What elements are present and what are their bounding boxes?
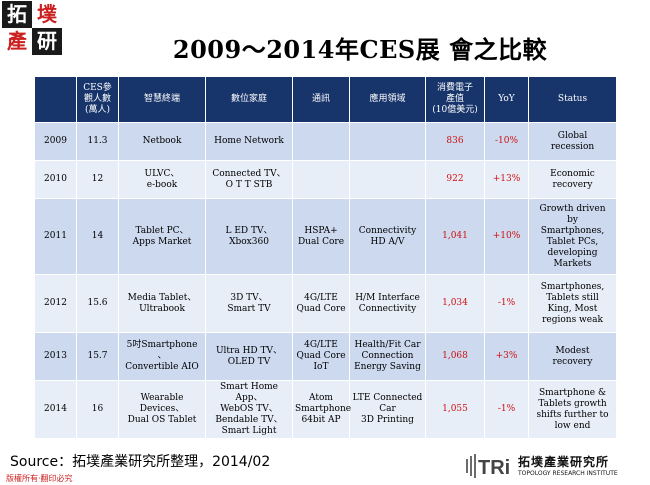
cell-attendance: 11.3	[76, 122, 119, 161]
header-year	[34, 76, 77, 123]
table-row: 2010 12 ULVC、 e-book Connected TV、 O T T…	[34, 160, 617, 199]
cell-year: 2012	[34, 274, 77, 333]
cell-communications: 4G/LTE Quad Core	[292, 274, 350, 333]
cell-yoy: +3%	[484, 332, 529, 381]
cell-attendance: 12	[76, 160, 119, 199]
cell-applications: LTE Connected Car 3D Printing	[349, 380, 426, 439]
copyright-note: 版權所有‧翻印必究	[6, 474, 73, 483]
cell-communications: Atom Smartphone 64bit AP	[292, 380, 351, 439]
cell-yoy: -1%	[484, 274, 529, 333]
cell-smart-devices: Media Tablet、 Ultrabook	[118, 274, 206, 333]
cell-applications: Connectivity HD A/V	[349, 198, 426, 275]
cell-smart-devices: Netbook	[118, 122, 206, 161]
header-yoy: YoY	[484, 76, 529, 123]
cell-applications: H/M Interface Connectivity	[349, 274, 426, 333]
cell-attendance: 15.7	[76, 332, 119, 381]
brand-name: 拓墣產業研究所	[518, 455, 610, 469]
cell-yoy: +13%	[484, 160, 529, 199]
cell-ce-value: 836	[425, 122, 485, 161]
cell-ce-value: 1,068	[425, 332, 485, 381]
cell-attendance: 14	[76, 198, 119, 275]
header-ce-value: 消費電子 產值 (10億美元)	[425, 76, 485, 123]
cell-smart-devices: 5吋Smartphone 、 Convertible AIO	[118, 332, 206, 381]
cell-smart-devices: Wearable Devices、 Dual OS Tablet	[118, 380, 206, 439]
cell-ce-value: 1,034	[425, 274, 485, 333]
cell-smart-devices: Tablet PC、 Apps Market	[118, 198, 206, 275]
table-row: 2014 16 Wearable Devices、 Dual OS Tablet…	[34, 380, 617, 439]
cell-digital-home: Home Network	[205, 122, 293, 161]
cell-status: Global recession	[528, 122, 617, 161]
cell-smart-devices: ULVC、 e-book	[118, 160, 206, 199]
source-note: Source：拓墣產業研究所整理，2014/02	[10, 454, 271, 470]
cell-digital-home: Ultra HD TV、 OLED TV	[205, 332, 293, 381]
topology-logo: 拓 墣 產 研	[0, 0, 64, 56]
cell-communications	[292, 122, 350, 161]
cell-status: Growth driven by Smartphones, Tablet PCs…	[528, 198, 617, 275]
cell-yoy: +10%	[484, 198, 529, 275]
cell-status: Economic recovery	[528, 160, 617, 199]
header-digital-home: 數位家庭	[205, 76, 293, 123]
logo-char-2: 墣	[32, 1, 62, 28]
ces-comparison-table: CES參 觀人數 (萬人) 智慧終端 數位家庭 通訊 應用領域 消費電子 產值 …	[34, 76, 617, 439]
header-applications: 應用領域	[349, 76, 426, 123]
table-header-row: CES參 觀人數 (萬人) 智慧終端 數位家庭 通訊 應用領域 消費電子 產值 …	[34, 76, 617, 123]
cell-yoy: -1%	[484, 380, 529, 439]
cell-attendance: 16	[76, 380, 119, 439]
cell-communications	[292, 160, 350, 199]
header-status: Status	[528, 76, 617, 123]
table-row: 2012 15.6 Media Tablet、 Ultrabook 3D TV、…	[34, 274, 617, 333]
cell-communications: 4G/LTE Quad Core IoT	[292, 332, 350, 381]
cell-yoy: -10%	[484, 122, 529, 161]
header-smart-devices: 智慧終端	[118, 76, 206, 123]
cell-digital-home: 3D TV、 Smart TV	[205, 274, 293, 333]
cell-year: 2013	[34, 332, 77, 381]
logo-char-1: 拓	[2, 1, 32, 28]
cell-year: 2014	[34, 380, 77, 439]
header-communications: 通訊	[292, 76, 350, 123]
table-row: 2011 14 Tablet PC、 Apps Market L ED TV、 …	[34, 198, 617, 275]
cell-applications	[349, 122, 426, 161]
cell-digital-home: Connected TV、 O T T STB	[205, 160, 293, 199]
logo-char-4: 研	[32, 28, 62, 55]
cell-status: Smartphones, Tablets still King, Most re…	[528, 274, 617, 333]
cell-applications	[349, 160, 426, 199]
page-title: 2009～2014年CES展 會之比較	[172, 35, 548, 64]
cell-status: Smartphone & Tablets growth shifts furth…	[528, 380, 617, 439]
cell-year: 2010	[34, 160, 77, 199]
cell-digital-home: Smart Home App、 WebOS TV、 Bendable TV、 S…	[205, 380, 293, 439]
tri-mark-text: TRi	[478, 457, 510, 479]
cell-digital-home: L ED TV、 Xbox360	[205, 198, 293, 275]
cell-communications: HSPA+ Dual Core	[292, 198, 350, 275]
tri-logo-icon: TRi	[466, 454, 510, 479]
cell-year: 2009	[34, 122, 77, 161]
cell-year: 2011	[34, 198, 77, 275]
logo-char-3: 產	[2, 28, 32, 55]
cell-ce-value: 1,041	[425, 198, 485, 275]
brand-subtitle: TOPOLOGY RESEARCH INSTITUTE	[518, 470, 618, 477]
cell-attendance: 15.6	[76, 274, 119, 333]
cell-ce-value: 922	[425, 160, 485, 199]
cell-ce-value: 1,055	[425, 380, 485, 439]
tri-logo: TRi 拓墣產業研究所 TOPOLOGY RESEARCH INSTITUTE	[466, 451, 646, 483]
cell-status: Modest recovery	[528, 332, 617, 381]
cell-applications: Health/Fit Car Connection Energy Saving	[349, 332, 426, 381]
header-attendance: CES參 觀人數 (萬人)	[76, 76, 119, 123]
table-row: 2013 15.7 5吋Smartphone 、 Convertible AIO…	[34, 332, 617, 381]
table-row: 2009 11.3 Netbook Home Network 836 -10% …	[34, 122, 617, 161]
